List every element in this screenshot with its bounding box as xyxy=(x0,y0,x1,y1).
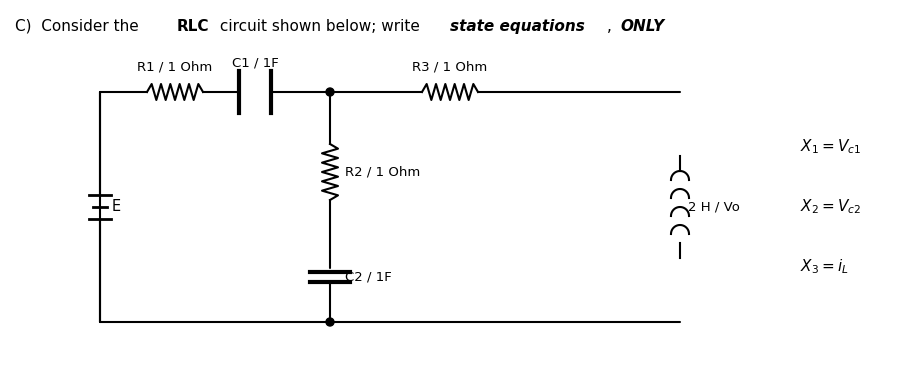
Text: state equations: state equations xyxy=(450,19,585,34)
Text: $X_2 = V_{c2}$: $X_2 = V_{c2}$ xyxy=(800,198,861,216)
Circle shape xyxy=(326,88,334,96)
Text: ONLY: ONLY xyxy=(620,19,664,34)
Text: C2 / 1F: C2 / 1F xyxy=(345,271,392,284)
Text: circuit shown below; write: circuit shown below; write xyxy=(215,19,425,34)
Text: 2 H / Vo: 2 H / Vo xyxy=(688,201,740,213)
Text: ,: , xyxy=(607,19,617,34)
Text: $X_1 = V_{c1}$: $X_1 = V_{c1}$ xyxy=(800,138,861,156)
Text: $X_3 = i_L$: $X_3 = i_L$ xyxy=(800,257,848,276)
Text: R1 / 1 Ohm: R1 / 1 Ohm xyxy=(137,61,212,74)
Text: E: E xyxy=(112,199,121,215)
Circle shape xyxy=(326,318,334,326)
Text: R2 / 1 Ohm: R2 / 1 Ohm xyxy=(345,166,420,178)
Text: C1 / 1F: C1 / 1F xyxy=(231,57,278,70)
Text: RLC: RLC xyxy=(177,19,210,34)
Text: C)  Consider the: C) Consider the xyxy=(15,19,144,34)
Text: R3 / 1 Ohm: R3 / 1 Ohm xyxy=(413,61,488,74)
